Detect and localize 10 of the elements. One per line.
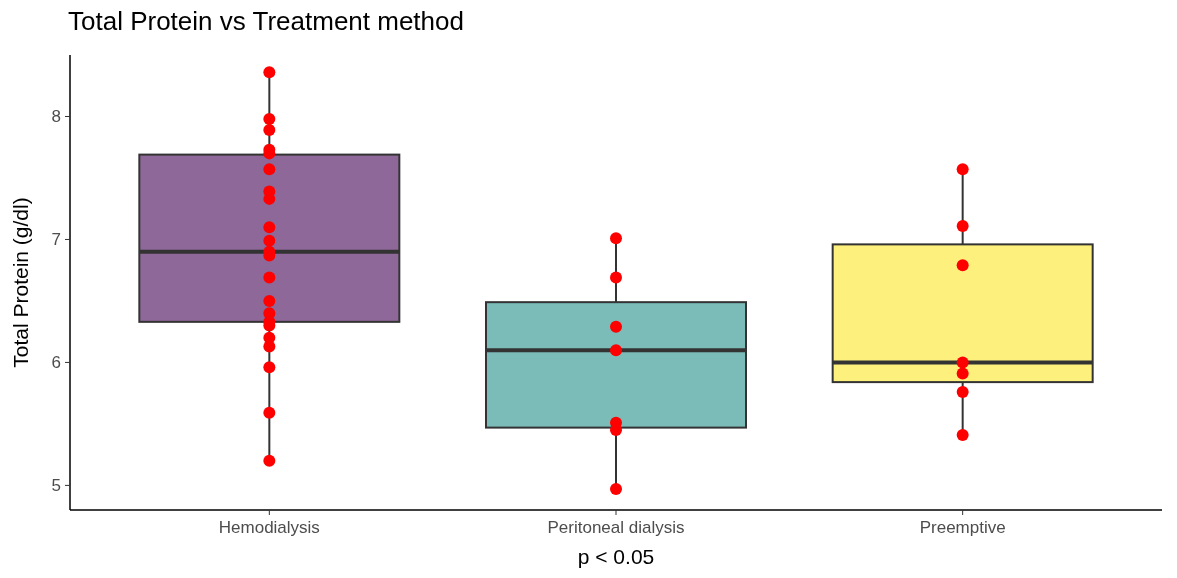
y-tick-label: 6 <box>51 353 61 373</box>
y-tick-label: 5 <box>51 476 61 496</box>
y-axis-title: Total Protein (g/dl) <box>9 197 32 368</box>
x-tick-label: Hemodialysis <box>218 518 320 537</box>
x-tick-label: Peritoneal dialysis <box>547 518 685 537</box>
y-tick-label: 7 <box>51 230 61 250</box>
x-axis-title: p < 0.05 <box>577 545 655 568</box>
chart-title: Total Protein vs Treatment method <box>68 6 464 36</box>
y-tick-label: 8 <box>51 107 61 127</box>
x-tick-label: Preemptive <box>919 518 1006 537</box>
